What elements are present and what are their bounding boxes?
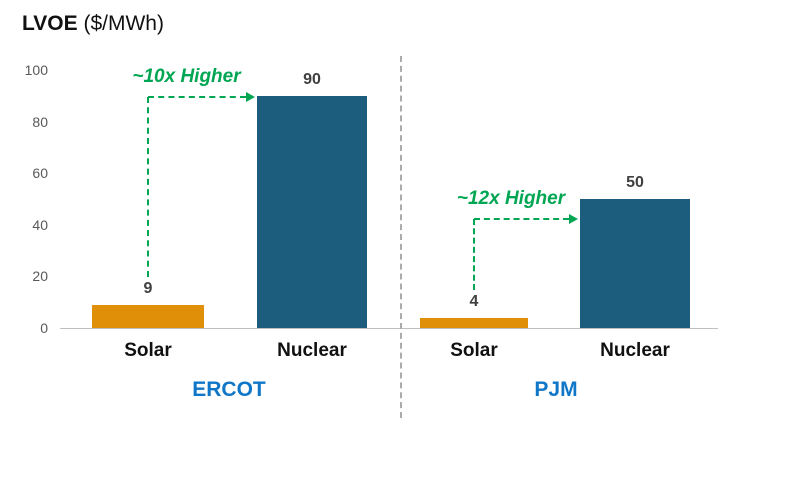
bar-nuclear-pjm <box>580 199 690 328</box>
bar-solar-pjm <box>420 317 528 328</box>
annotation-text-pjm: ~12x Higher <box>456 188 566 209</box>
chart-title-metric: LVOE <box>22 12 78 35</box>
chart-title-unit: ($/MWh) <box>77 12 164 35</box>
category-label-nuclear-pjm: Nuclear <box>600 340 670 361</box>
value-label-nuclear-pjm: 50 <box>626 174 644 191</box>
group-label-pjm: PJM <box>534 378 578 401</box>
category-label-nuclear-ercot: Nuclear <box>277 340 347 361</box>
y-axis-tick-label: 100 <box>24 62 48 78</box>
value-label-solar-pjm: 4 <box>469 292 479 310</box>
y-axis-tick-label: 0 <box>40 320 48 336</box>
group-label-ercot: ERCOT <box>192 378 266 401</box>
y-axis-tick-label: 40 <box>32 216 48 233</box>
annotation-arrowhead-ercot <box>246 91 255 102</box>
chart-title: LVOE ($/MWh) <box>22 12 164 36</box>
annotation-text-ercot: ~10x Higher <box>132 65 241 87</box>
annotation-arrow-vertical-pjm <box>473 219 475 290</box>
category-label-solar-ercot: Solar <box>124 340 172 361</box>
bar-solar-ercot <box>92 304 204 328</box>
bar-nuclear-ercot <box>257 95 367 328</box>
annotation-arrow-horizontal-pjm <box>474 218 569 220</box>
annotation-arrow-horizontal-ercot <box>148 95 246 98</box>
value-label-solar-ercot: 9 <box>143 279 153 297</box>
y-axis-tick-label: 20 <box>32 268 48 285</box>
value-label-nuclear-ercot: 90 <box>303 70 321 88</box>
group-divider-line <box>400 56 402 418</box>
y-axis-tick-label: 80 <box>32 113 48 130</box>
category-label-solar-pjm: Solar <box>450 340 498 361</box>
y-axis-tick-label: 60 <box>32 165 48 182</box>
annotation-arrowhead-pjm <box>569 214 578 224</box>
x-axis-line <box>60 328 718 329</box>
annotation-arrow-vertical-ercot <box>147 96 149 277</box>
